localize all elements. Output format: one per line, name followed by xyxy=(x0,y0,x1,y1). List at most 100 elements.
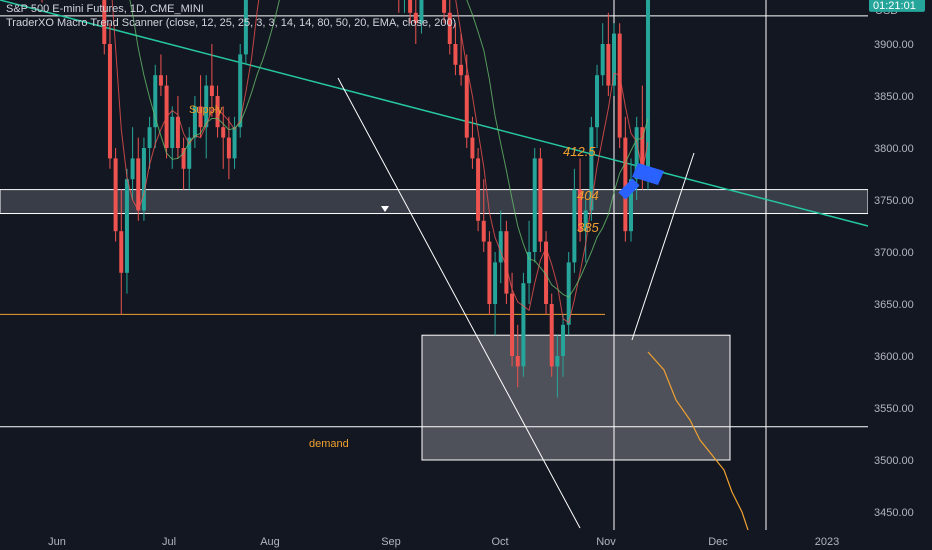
chart-legend: S&P 500 E-mini Futures, 1D, CME_MINI Tra… xyxy=(6,2,456,30)
candle-body xyxy=(158,75,163,86)
candle-body xyxy=(493,262,498,304)
candle-body xyxy=(510,293,515,356)
candle-body xyxy=(555,356,560,367)
candle-body xyxy=(578,189,583,232)
candle-body xyxy=(606,44,611,86)
candle-body xyxy=(470,137,475,159)
symbol-title: S&P 500 E-mini Futures, 1D, CME_MINI xyxy=(6,3,204,15)
price-tag-countdown: 01:21:01 xyxy=(873,0,916,12)
candle-body xyxy=(102,0,107,44)
candle-body xyxy=(226,137,231,159)
candle-body xyxy=(566,262,571,325)
y-tick-label: 3600.00 xyxy=(874,351,914,363)
candle-body xyxy=(504,231,509,294)
candle-body xyxy=(209,85,214,96)
candle-body xyxy=(612,33,617,86)
ma-fast xyxy=(111,0,649,324)
time-axis xyxy=(0,530,932,550)
candle-body xyxy=(113,158,118,232)
x-tick-label: Dec xyxy=(708,536,728,548)
candle-body xyxy=(617,33,622,138)
candle-body xyxy=(532,158,537,252)
annotation-label: 385 xyxy=(577,220,599,235)
candle-body xyxy=(243,0,248,55)
candle-body xyxy=(124,179,129,273)
y-tick-label: 3850.00 xyxy=(874,91,914,103)
candle-body xyxy=(221,127,226,138)
candle-body xyxy=(464,75,469,138)
candle-body xyxy=(549,304,554,367)
candle-body xyxy=(136,158,141,211)
x-tick-label: Oct xyxy=(491,536,508,548)
candle-body xyxy=(447,12,452,45)
x-tick-label: Sep xyxy=(381,536,401,548)
candle-body xyxy=(487,241,492,304)
hammer-marker xyxy=(618,163,664,200)
downtrend-line xyxy=(0,0,869,227)
breakout-line xyxy=(631,152,695,341)
projection-path xyxy=(647,351,749,531)
candle-body xyxy=(623,137,628,232)
candle-body xyxy=(453,44,458,65)
candle-body xyxy=(476,158,481,221)
candle-body xyxy=(198,106,203,128)
candle-body xyxy=(147,127,152,148)
candle-body xyxy=(408,0,413,13)
hammer-head xyxy=(632,163,664,185)
y-tick-label: 3450.00 xyxy=(874,507,914,519)
candle-body xyxy=(589,127,594,211)
candle-body xyxy=(600,44,605,76)
ma-slow xyxy=(129,0,649,298)
annotation-label: 412.5 xyxy=(563,144,596,159)
candle-body xyxy=(413,12,418,24)
candle-body xyxy=(561,324,566,356)
candle-body xyxy=(527,252,532,284)
candle-body xyxy=(595,75,600,128)
y-tick-label: 3750.00 xyxy=(874,195,914,207)
x-tick-label: Aug xyxy=(260,536,280,548)
candle-body xyxy=(419,0,424,24)
candle-body xyxy=(538,158,543,242)
demand-zone xyxy=(421,334,731,461)
wedge-line-down xyxy=(337,77,581,529)
candle-body xyxy=(204,85,209,128)
indicator-title: TraderXO Macro Trend Scanner (close, 12,… xyxy=(6,17,457,29)
candle-body xyxy=(498,231,503,263)
candle-body xyxy=(481,220,486,242)
candle-body xyxy=(583,210,588,232)
x-tick-label: Jun xyxy=(48,536,66,548)
y-tick-label: 3700.00 xyxy=(874,247,914,259)
candle-body xyxy=(442,0,447,13)
candle-body xyxy=(130,158,135,180)
candle-body xyxy=(215,96,220,128)
annotation-label: 404 xyxy=(577,188,599,203)
x-tick-label: 2023 xyxy=(815,536,839,548)
candle-body xyxy=(119,231,124,273)
triangle-marker xyxy=(381,206,389,212)
candle-body xyxy=(646,0,650,180)
y-tick-label: 3900.00 xyxy=(874,39,914,51)
candle-body xyxy=(170,116,175,148)
candle-body xyxy=(141,148,146,211)
annotation-label: demand xyxy=(309,438,349,450)
candle-body xyxy=(459,64,464,76)
y-tick-label: 3800.00 xyxy=(874,143,914,155)
x-tick-label: Jul xyxy=(162,536,176,548)
candle-body xyxy=(572,189,577,263)
candle-body xyxy=(187,137,192,169)
annotation-label: Supply xyxy=(189,104,223,116)
candle-body xyxy=(232,127,237,159)
candle-body xyxy=(515,356,520,367)
candle-body xyxy=(175,116,180,148)
candle-body xyxy=(634,127,639,180)
price-tag xyxy=(869,0,925,12)
candle-body xyxy=(192,106,197,138)
candle-body xyxy=(181,148,186,169)
candle-body xyxy=(153,75,158,128)
y-tick-label: 3500.00 xyxy=(874,455,914,467)
price-axis xyxy=(868,0,932,530)
candle-body xyxy=(107,44,112,159)
hammer-handle xyxy=(618,178,640,200)
